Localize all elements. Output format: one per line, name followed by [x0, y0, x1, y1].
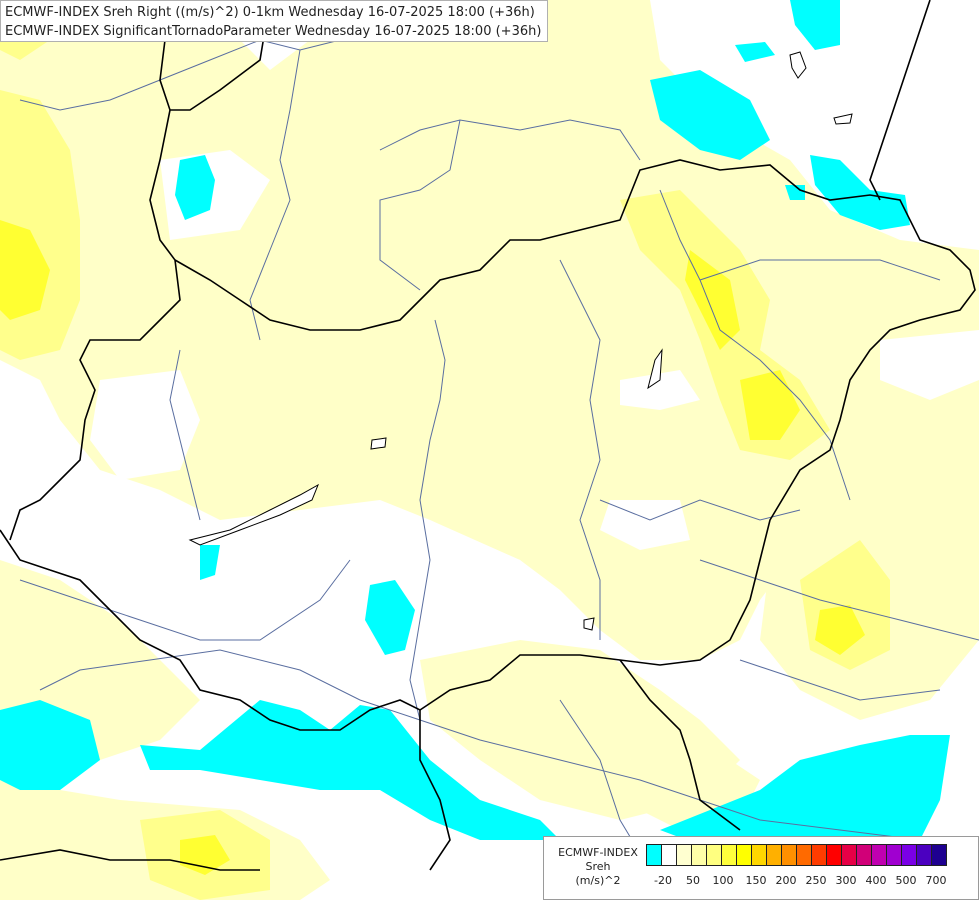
- legend-swatch: [796, 844, 812, 866]
- legend-parameter: Sreh: [585, 860, 611, 873]
- legend-title: ECMWF-INDEX Sreh (m/s)^2: [550, 846, 646, 888]
- legend-tick-labels: -20 50 100 150 200 250 300 400 500 700: [646, 874, 976, 890]
- country-borders: [0, 0, 976, 871]
- legend-swatch: [646, 844, 662, 866]
- legend-color-scale: [646, 844, 947, 866]
- legend-swatch: [721, 844, 737, 866]
- lakes: [188, 51, 853, 631]
- legend-swatch: [736, 844, 752, 866]
- legend-swatch: [661, 844, 677, 866]
- legend-swatch: [931, 844, 947, 866]
- legend-swatch: [766, 844, 782, 866]
- legend-unit: (m/s)^2: [575, 874, 621, 887]
- legend-swatch: [871, 844, 887, 866]
- legend-tick-label: -20: [654, 874, 672, 887]
- legend-tick-label: 500: [895, 874, 917, 887]
- legend-model: ECMWF-INDEX: [558, 846, 638, 859]
- legend-swatch: [781, 844, 797, 866]
- legend-swatch: [901, 844, 917, 866]
- legend-tick-label: 250: [805, 874, 827, 887]
- header-title-sreh: ECMWF-INDEX Sreh Right ((m/s)^2) 0-1km W…: [5, 5, 535, 20]
- color-legend: ECMWF-INDEX Sreh (m/s)^2 -20 50 100 150 200 2…: [543, 836, 979, 900]
- rivers: [19, 39, 979, 871]
- header-title-stp: ECMWF-INDEX SignificantTornadoParameter …: [5, 24, 542, 39]
- legend-tick-label: 100: [712, 874, 734, 887]
- legend-tick-label: 150: [745, 874, 767, 887]
- legend-swatch: [706, 844, 722, 866]
- legend-swatch: [841, 844, 857, 866]
- sreh-negative-areas: [0, 0, 950, 845]
- sreh-150-200-areas: [0, 220, 865, 875]
- legend-swatch: [826, 844, 842, 866]
- legend-tick-label: 400: [865, 874, 887, 887]
- legend-swatch: [856, 844, 872, 866]
- legend-swatch: [811, 844, 827, 866]
- legend-tick-label: 200: [775, 874, 797, 887]
- legend-swatch: [676, 844, 692, 866]
- header-panel: ECMWF-INDEX Sreh Right ((m/s)^2) 0-1km W…: [0, 0, 548, 42]
- legend-swatch: [691, 844, 707, 866]
- legend-tick-label: 700: [925, 874, 947, 887]
- legend-tick-label: 300: [835, 874, 857, 887]
- legend-tick-label: 50: [686, 874, 700, 887]
- legend-swatch: [916, 844, 932, 866]
- legend-swatch: [751, 844, 767, 866]
- legend-swatch: [886, 844, 902, 866]
